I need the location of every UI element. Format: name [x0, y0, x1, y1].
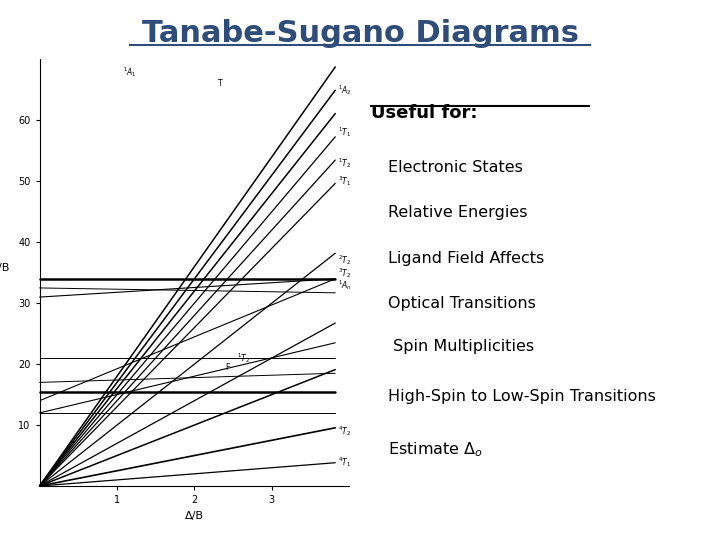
- Text: F: F: [225, 363, 230, 372]
- Text: $^1A_2$: $^1A_2$: [338, 83, 351, 97]
- Text: Useful for:: Useful for:: [371, 104, 477, 122]
- Text: Ligand Field Affects: Ligand Field Affects: [388, 251, 544, 266]
- Text: $^4T_2$: $^4T_2$: [338, 424, 351, 438]
- Point: [585, 103, 594, 109]
- Y-axis label: E/B: E/B: [0, 262, 11, 273]
- Text: $^1A_1$: $^1A_1$: [123, 65, 137, 78]
- Text: $^1A_n$: $^1A_n$: [338, 278, 351, 292]
- Text: $^3T_1$: $^3T_1$: [338, 174, 351, 188]
- Text: $^3T_2$: $^3T_2$: [338, 266, 351, 280]
- Text: $^4T_1$: $^4T_1$: [338, 455, 351, 469]
- Point: [366, 103, 375, 109]
- Text: $^1T_2$: $^1T_2$: [237, 351, 251, 365]
- Text: Tanabe-Sugano Diagrams: Tanabe-Sugano Diagrams: [142, 19, 578, 48]
- Text: T: T: [217, 79, 222, 88]
- Text: $^3P$: $^3P$: [0, 539, 1, 540]
- Text: Estimate $\Delta_o$: Estimate $\Delta_o$: [388, 441, 483, 460]
- Text: Spin Multiplicities: Spin Multiplicities: [388, 339, 534, 354]
- Text: High-Spin to Low-Spin Transitions: High-Spin to Low-Spin Transitions: [388, 389, 656, 404]
- X-axis label: Δ/B: Δ/B: [185, 511, 204, 521]
- Text: Optical Transitions: Optical Transitions: [388, 296, 536, 311]
- Text: Relative Energies: Relative Energies: [388, 205, 528, 220]
- Text: $^1T_2$: $^1T_2$: [338, 156, 351, 170]
- Text: $^1G$: $^1G$: [0, 539, 1, 540]
- Text: $^1D$: $^1D$: [0, 539, 1, 540]
- Text: $^1T_1$: $^1T_1$: [338, 126, 351, 139]
- Text: $^2T_2$: $^2T_2$: [338, 254, 351, 267]
- Text: $^3S$: $^3S$: [0, 539, 1, 540]
- Text: Electronic States: Electronic States: [388, 160, 523, 175]
